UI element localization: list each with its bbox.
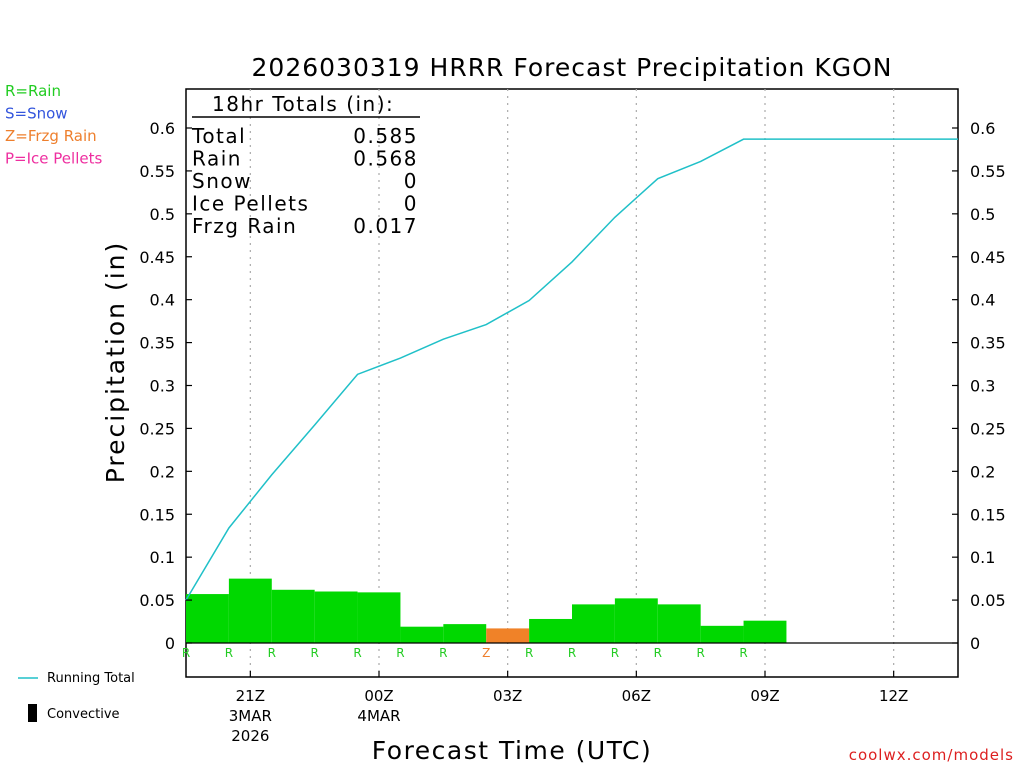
- precip-type-legend: R=Rain S=Snow Z=Frzg Rain P=Ice Pellets: [5, 82, 102, 168]
- type-label-22: R: [268, 646, 276, 660]
- type-legend-item-1: S=Snow: [5, 105, 68, 123]
- xtick-label-4: 09Z: [750, 687, 779, 705]
- precip-bar-22: [271, 589, 315, 643]
- ytick-label-right-7: 0.35: [970, 334, 1006, 353]
- totals-row-label-3: Ice Pellets: [192, 192, 309, 216]
- type-label-26: R: [439, 646, 447, 660]
- y-axis-ticks: 0 00.05 0.050.1 0.10.15 0.150.2 0.20.25 0.250.…: [139, 119, 1005, 653]
- ytick-label-left-3: 0.15: [139, 505, 175, 524]
- xtick-label-3: 06Z: [622, 687, 651, 705]
- precip-bar-28: [529, 618, 572, 643]
- convective-legend-swatch: [28, 704, 37, 722]
- site-credit: coolwx.com/models: [849, 746, 1014, 764]
- type-label-20: R: [182, 646, 190, 660]
- ytick-label-right-9: 0.45: [970, 248, 1006, 267]
- running-total-line: [185, 138, 958, 601]
- totals-row-value-4: 0.017: [353, 214, 418, 238]
- ytick-label-left-5: 0.25: [139, 419, 175, 438]
- ytick-label-left-1: 0.05: [139, 591, 175, 610]
- ytick-label-right-1: 0.05: [970, 591, 1006, 610]
- x-axis-ticks: 21Z 3MAR 2026 00Z 4MAR 03Z 06Z 09Z 12Z: [229, 671, 908, 745]
- type-label-23: R: [310, 646, 318, 660]
- ytick-label-left-7: 0.35: [139, 334, 175, 353]
- precip-bar-33: [743, 620, 787, 643]
- plot-frame: [185, 88, 959, 678]
- ytick-label-left-9: 0.45: [139, 248, 175, 267]
- type-label-32: R: [696, 646, 704, 660]
- precip-bar-26: [443, 624, 487, 643]
- type-label-25: R: [396, 646, 404, 660]
- vertical-gridlines: [249, 89, 895, 677]
- ytick-label-right-6: 0.3: [970, 377, 995, 396]
- y-axis-label: Precipitation (in): [101, 241, 130, 484]
- ytick-label-right-0: 0: [970, 634, 980, 653]
- ytick-label-right-3: 0.15: [970, 505, 1006, 524]
- precip-bar-25: [400, 626, 444, 643]
- ytick-label-left-8: 0.4: [150, 291, 175, 310]
- ytick-label-right-2: 0.1: [970, 548, 995, 567]
- type-label-33: R: [739, 646, 747, 660]
- type-label-28: R: [525, 646, 533, 660]
- ytick-label-left-0: 0: [165, 634, 175, 653]
- type-label-31: R: [654, 646, 662, 660]
- type-legend-item-3: P=Ice Pellets: [5, 150, 102, 168]
- precip-bar-32: [700, 625, 744, 643]
- ytick-label-right-8: 0.4: [970, 291, 995, 310]
- chart-title: 2026030319 HRRR Forecast Precipitation K…: [252, 53, 893, 82]
- precip-bar-30: [614, 598, 658, 643]
- x-axis-label: Forecast Time (UTC): [372, 736, 652, 765]
- ytick-label-right-10: 0.5: [970, 205, 995, 224]
- ytick-label-right-5: 0.25: [970, 419, 1006, 438]
- running-total-polyline: [185, 138, 958, 601]
- precip-bar-29: [572, 604, 615, 643]
- totals-row-value-3: 0: [404, 192, 418, 216]
- ytick-label-right-12: 0.6: [970, 119, 995, 138]
- xtick-label-0: 21Z 3MAR 2026: [229, 687, 272, 745]
- precip-bars: [186, 578, 787, 643]
- convective-legend-label: Convective: [47, 707, 120, 722]
- type-label-29: R: [568, 646, 576, 660]
- running-total-legend-label: Running Total: [47, 671, 135, 686]
- precip-bar-24: [357, 592, 401, 643]
- type-legend-item-0: R=Rain: [5, 82, 61, 100]
- ytick-label-right-11: 0.55: [970, 162, 1006, 181]
- ytick-label-right-4: 0.2: [970, 462, 995, 481]
- ytick-label-left-10: 0.5: [150, 205, 175, 224]
- precip-bar-23: [314, 591, 358, 643]
- totals-row-value-0: 0.585: [353, 124, 418, 148]
- type-label-27: Z: [482, 646, 490, 660]
- type-label-24: R: [353, 646, 361, 660]
- totals-row-label-4: Frzg Rain: [192, 214, 297, 238]
- ytick-label-left-11: 0.55: [139, 162, 175, 181]
- ytick-label-left-4: 0.2: [150, 462, 175, 481]
- ytick-label-left-2: 0.1: [150, 548, 175, 567]
- precip-bar-21: [228, 578, 272, 643]
- ytick-label-left-12: 0.6: [150, 119, 175, 138]
- precip-bar-20: [186, 594, 229, 643]
- xtick-label-1: 00Z 4MAR: [357, 687, 400, 725]
- precip-bar-31: [657, 604, 701, 643]
- type-legend-item-2: Z=Frzg Rain: [5, 127, 97, 145]
- xtick-label-2: 03Z: [493, 687, 522, 705]
- totals-row-label-0: Total: [191, 124, 246, 148]
- totals-row-value-1: 0.568: [353, 147, 418, 171]
- xtick-label-5: 12Z: [879, 687, 908, 705]
- type-label-30: R: [611, 646, 619, 660]
- totals-row-label-1: Rain: [192, 147, 242, 171]
- totals-heading: 18hr Totals (in):: [212, 92, 394, 116]
- type-label-21: R: [225, 646, 233, 660]
- totals-row-value-2: 0: [404, 169, 418, 193]
- ytick-label-left-6: 0.3: [150, 377, 175, 396]
- totals-box: 18hr Totals (in): Total 0.585 Rain 0.568 Sno…: [191, 92, 420, 238]
- precip-bar-27: [486, 628, 530, 643]
- totals-row-label-2: Snow: [192, 169, 252, 193]
